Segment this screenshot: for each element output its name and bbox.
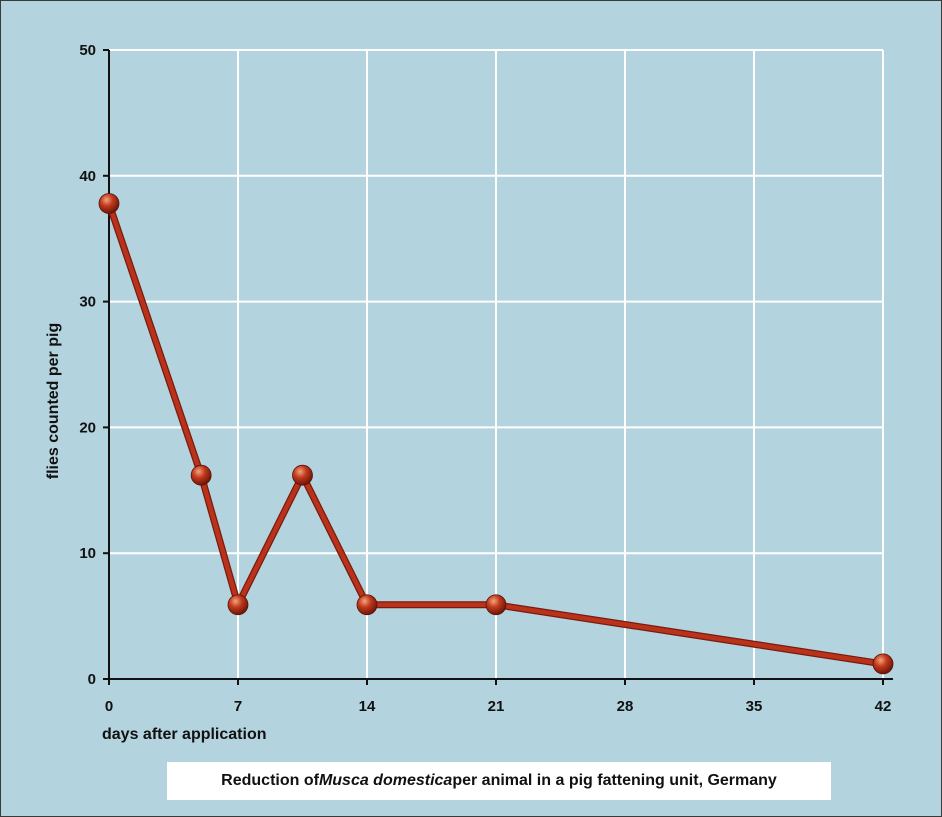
x-tick-label: 7 [234, 698, 242, 715]
data-point [98, 193, 120, 214]
caption-prefix: Reduction of [221, 772, 319, 789]
data-point [872, 653, 894, 675]
y-tick-label: 20 [79, 419, 96, 436]
y-tick-label: 50 [79, 42, 96, 59]
tick-labels: 0 10 20 30 40 50 0 7 14 21 28 35 42 [79, 42, 891, 715]
x-tick-label: 14 [359, 698, 376, 715]
y-tick-label: 40 [79, 168, 96, 185]
caption-species: Musca domestica [318, 772, 453, 789]
grid-lines [109, 49, 884, 679]
data-point [190, 464, 212, 486]
data-point [292, 464, 313, 486]
y-axis-label: flies counted per pig [45, 323, 62, 479]
x-tick-label: 28 [617, 698, 634, 715]
y-tick-label: 0 [88, 671, 96, 688]
axes [103, 50, 893, 685]
x-tick-label: 35 [746, 698, 763, 715]
x-tick-label: 21 [488, 698, 505, 715]
x-tick-label: 0 [105, 698, 113, 715]
data-point [227, 594, 249, 616]
x-axis-label: days after application [102, 726, 267, 743]
y-tick-label: 10 [79, 545, 96, 562]
chart-caption: Reduction of Musca domestica per animal … [167, 762, 831, 800]
data-point [356, 594, 378, 616]
data-point [485, 594, 507, 616]
y-tick-label: 30 [79, 294, 96, 311]
data-points [98, 193, 894, 675]
x-tick-label: 42 [875, 698, 892, 715]
caption-suffix: per animal in a pig fattening unit, Germ… [452, 772, 777, 789]
